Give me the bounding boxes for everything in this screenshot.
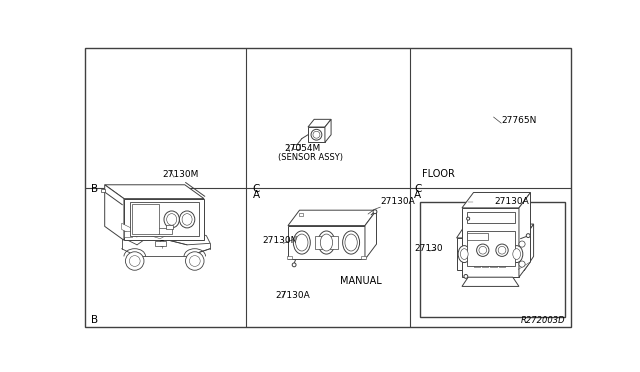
Polygon shape xyxy=(456,238,524,270)
Bar xyxy=(292,144,300,148)
Bar xyxy=(287,256,292,259)
Bar xyxy=(155,241,166,246)
Polygon shape xyxy=(105,185,124,240)
Polygon shape xyxy=(462,277,519,286)
Polygon shape xyxy=(150,225,170,239)
Circle shape xyxy=(373,210,377,214)
Bar xyxy=(467,231,515,266)
Bar xyxy=(361,256,365,259)
Text: 27130M: 27130M xyxy=(163,170,199,179)
Ellipse shape xyxy=(496,244,508,256)
Bar xyxy=(132,204,159,234)
Text: 27130A: 27130A xyxy=(494,197,529,206)
Bar xyxy=(166,225,173,230)
Ellipse shape xyxy=(342,231,360,254)
Circle shape xyxy=(186,252,204,270)
Bar xyxy=(315,236,323,249)
Ellipse shape xyxy=(318,231,335,254)
Polygon shape xyxy=(524,224,534,270)
Circle shape xyxy=(125,252,144,270)
Text: C: C xyxy=(414,184,422,194)
Bar xyxy=(472,246,509,260)
Circle shape xyxy=(519,241,525,247)
Bar xyxy=(124,231,132,237)
Bar xyxy=(467,232,488,240)
Bar xyxy=(499,263,505,267)
Text: A: A xyxy=(157,217,163,226)
Polygon shape xyxy=(325,119,331,142)
Circle shape xyxy=(129,256,140,266)
Text: FLOOR: FLOOR xyxy=(422,169,455,179)
Text: 27130A: 27130A xyxy=(276,291,310,300)
Ellipse shape xyxy=(345,234,357,251)
Circle shape xyxy=(189,256,200,266)
Polygon shape xyxy=(456,224,534,238)
Ellipse shape xyxy=(164,211,179,228)
Bar xyxy=(299,212,303,216)
Polygon shape xyxy=(462,192,531,208)
Ellipse shape xyxy=(320,234,333,251)
Ellipse shape xyxy=(460,249,468,260)
Text: B: B xyxy=(169,217,174,226)
Ellipse shape xyxy=(311,129,322,140)
Bar xyxy=(130,202,198,235)
Ellipse shape xyxy=(179,211,195,228)
Ellipse shape xyxy=(166,214,177,225)
Ellipse shape xyxy=(296,234,308,251)
Polygon shape xyxy=(308,127,325,142)
Text: C: C xyxy=(158,240,164,249)
Text: B: B xyxy=(91,184,98,194)
Bar xyxy=(158,228,172,234)
Ellipse shape xyxy=(513,249,520,260)
Circle shape xyxy=(464,275,468,278)
Text: 27130A: 27130A xyxy=(380,197,415,206)
Bar xyxy=(482,263,488,267)
Text: 27054M: 27054M xyxy=(284,144,321,153)
Bar xyxy=(330,236,338,249)
Ellipse shape xyxy=(458,246,470,263)
Text: 27765N: 27765N xyxy=(501,116,536,125)
Ellipse shape xyxy=(479,246,486,254)
Circle shape xyxy=(467,217,470,220)
Bar xyxy=(420,202,565,317)
Bar xyxy=(101,189,106,192)
Bar xyxy=(474,263,480,267)
Text: B: B xyxy=(91,315,98,325)
Circle shape xyxy=(526,234,530,238)
Polygon shape xyxy=(105,185,204,199)
Ellipse shape xyxy=(498,246,506,254)
Text: R272003D: R272003D xyxy=(520,316,565,325)
Text: A: A xyxy=(253,190,260,200)
Polygon shape xyxy=(122,223,137,237)
Text: 27130N: 27130N xyxy=(262,236,298,245)
Circle shape xyxy=(519,261,525,267)
Circle shape xyxy=(292,263,296,267)
Text: A: A xyxy=(414,190,421,200)
Bar xyxy=(467,212,515,223)
Polygon shape xyxy=(308,119,331,127)
Polygon shape xyxy=(288,210,376,225)
Polygon shape xyxy=(519,192,531,277)
Polygon shape xyxy=(150,206,187,223)
Polygon shape xyxy=(124,199,204,240)
Polygon shape xyxy=(365,210,376,260)
Text: (SENSOR ASSY): (SENSOR ASSY) xyxy=(278,153,343,162)
Ellipse shape xyxy=(293,231,310,254)
Ellipse shape xyxy=(511,246,523,263)
Bar xyxy=(490,263,497,267)
Ellipse shape xyxy=(477,244,489,256)
Ellipse shape xyxy=(313,131,320,138)
Text: C: C xyxy=(253,184,260,194)
Text: MANUAL: MANUAL xyxy=(340,276,381,286)
Text: 27130: 27130 xyxy=(414,244,443,253)
Polygon shape xyxy=(288,225,365,260)
Ellipse shape xyxy=(182,214,192,225)
Polygon shape xyxy=(462,208,519,277)
Polygon shape xyxy=(137,218,150,235)
